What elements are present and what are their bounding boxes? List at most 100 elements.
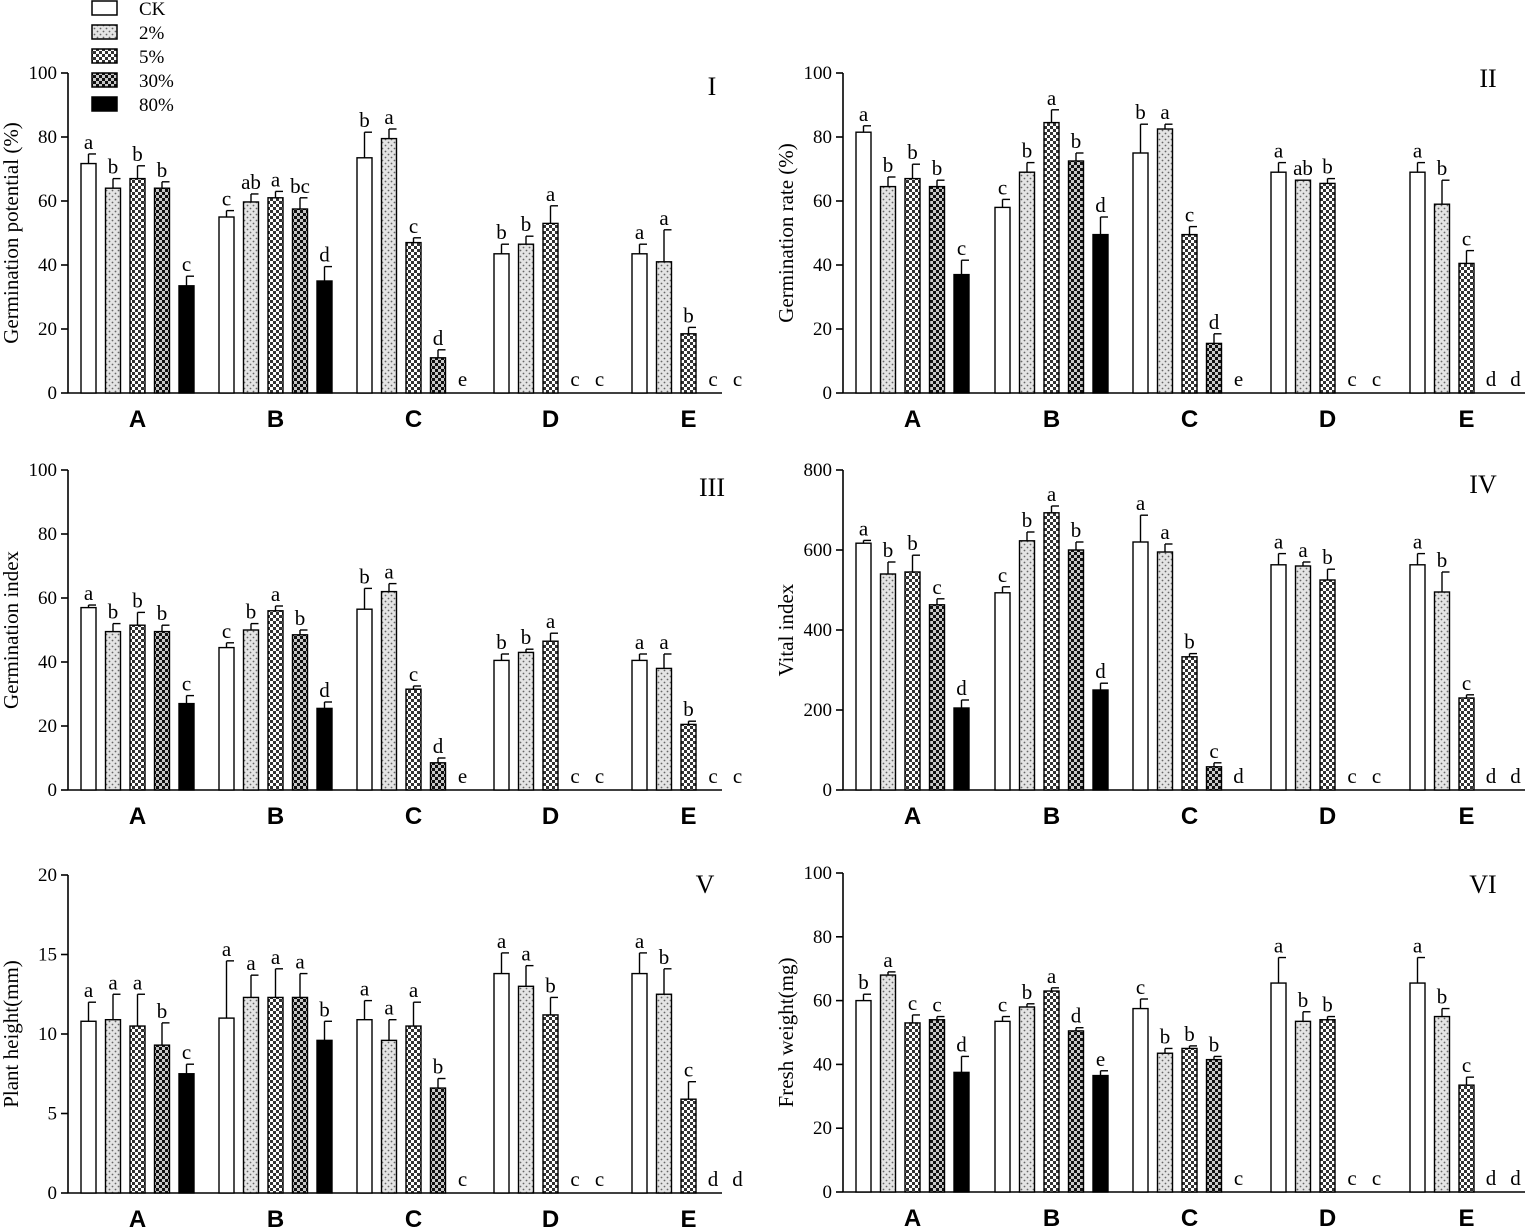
significance-letter: b [932, 156, 943, 180]
significance-letter: a [659, 206, 669, 230]
significance-letter: a [409, 978, 419, 1002]
significance-letter: d [1209, 310, 1220, 334]
significance-letter: b [295, 606, 306, 630]
bar-ck-d [1270, 171, 1287, 394]
y-tick-label: 20 [38, 319, 57, 340]
bar-5pct-c [1181, 656, 1198, 791]
significance-letter: c [222, 619, 231, 643]
significance-letter: a [1274, 139, 1284, 163]
significance-letter: c [182, 252, 191, 276]
bar-ck-d [493, 659, 510, 791]
bar-2pct-a [879, 974, 897, 1193]
bar-30pct-b [1067, 549, 1085, 791]
significance-letter: c [570, 1167, 579, 1191]
bar-2pct-a [879, 573, 897, 791]
significance-letter: b [683, 303, 694, 327]
significance-letter: a [1413, 530, 1423, 554]
bar-5pct-b [267, 197, 284, 394]
legend: CK 2% 5% 30% 80% [91, 0, 174, 116]
bar-5pct-d [1319, 182, 1336, 394]
bar-ck-b [218, 216, 235, 394]
significance-letter: a [1413, 934, 1423, 958]
significance-letter: b [157, 601, 168, 625]
bar-ck-b [218, 1017, 235, 1194]
significance-letter: b [132, 142, 143, 166]
legend-label-ck: CK [139, 0, 166, 20]
significance-letter: c [570, 764, 579, 788]
significance-letter: c [708, 764, 717, 788]
bar-ck-c [356, 1018, 373, 1194]
significance-letter: a [1413, 139, 1423, 163]
significance-letter: c [1372, 367, 1381, 391]
y-tick-label: 15 [38, 945, 57, 966]
bar-2pct-e [655, 993, 673, 1194]
significance-letter: b [1437, 156, 1448, 180]
y-tick-label: 40 [38, 652, 57, 673]
significance-letter: a [635, 220, 645, 244]
y-tick-label: 40 [813, 255, 832, 276]
y-tick-label: 100 [804, 63, 833, 84]
bar-30pct-a [153, 1044, 171, 1194]
significance-letter: d [1510, 764, 1521, 788]
bar-5pct-d [1319, 1019, 1336, 1193]
significance-letter: c [409, 214, 418, 238]
significance-letter: b [246, 600, 257, 624]
y-tick-label: 60 [38, 588, 57, 609]
panel-numeral: I [708, 72, 717, 101]
bar-80pct-a [953, 707, 970, 791]
bar-5pct-d [542, 1014, 559, 1194]
significance-letter: a [271, 167, 281, 191]
x-category-label: E [1458, 406, 1474, 433]
bar-ck-a [80, 606, 97, 791]
y-tick-label: 800 [804, 460, 833, 481]
x-category-label: A [904, 406, 921, 433]
significance-letter: b [907, 531, 918, 555]
significance-letter: d [1095, 659, 1106, 683]
bar-80pct-b [316, 280, 333, 394]
significance-letter: a [521, 942, 531, 966]
significance-letter: a [84, 581, 94, 605]
significance-letter: d [1486, 764, 1497, 788]
legend-label-30pct: 30% [139, 71, 174, 92]
y-tick-label: 80 [38, 524, 57, 545]
significance-letter: b [1135, 100, 1146, 124]
significance-letter: a [133, 970, 143, 994]
significance-letter: a [497, 929, 507, 953]
significance-letter: a [859, 102, 869, 126]
significance-letter: d [1071, 1004, 1082, 1028]
significance-letter: c [182, 1040, 191, 1064]
y-axis-label: Germination index [0, 550, 23, 709]
bar-2pct-c [380, 1039, 398, 1194]
bar-80pct-a [953, 273, 970, 394]
x-category-label: B [267, 406, 284, 433]
y-axis-label: Germination rate (%) [774, 143, 798, 323]
significance-letter: b [659, 945, 670, 969]
bar-2pct-c [380, 137, 398, 394]
legend-label-2pct: 2% [139, 23, 165, 44]
bar-ck-d [1270, 982, 1287, 1193]
significance-letter: b [1160, 1024, 1171, 1048]
significance-letter: c [1185, 203, 1194, 227]
bar-ck-c [1132, 152, 1149, 394]
bar-30pct-b [1067, 160, 1085, 394]
significance-letter: c [595, 367, 604, 391]
bar-5pct-a [129, 624, 146, 791]
significance-letter: c [1209, 739, 1218, 763]
x-category-label: E [680, 803, 696, 830]
bar-ck-a [855, 131, 872, 394]
bar-2pct-c [380, 590, 398, 791]
significance-letter: b [319, 997, 330, 1021]
significance-letter: c [1462, 1053, 1471, 1077]
bar-30pct-a [928, 185, 946, 394]
bar-2pct-b [242, 201, 260, 394]
significance-letter: a [883, 948, 893, 972]
bar-30pct-b [291, 996, 309, 1194]
y-tick-label: 20 [38, 716, 57, 737]
significance-letter: b [496, 630, 507, 654]
significance-letter: a [384, 105, 394, 129]
significance-letter: c [1372, 764, 1381, 788]
bar-5pct-e [680, 1098, 697, 1194]
significance-letter: a [1136, 491, 1146, 515]
significance-letter: c [1347, 1166, 1356, 1190]
significance-letter: a [546, 609, 556, 633]
